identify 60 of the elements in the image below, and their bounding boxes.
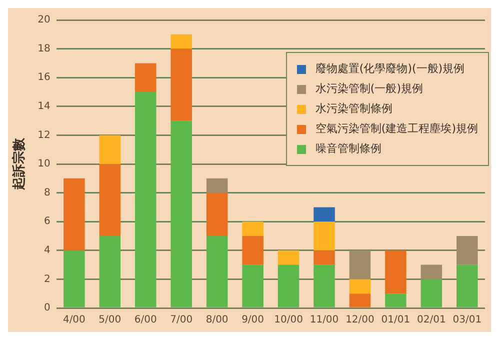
y-tick-label: 2 [44,274,50,285]
x-tick-label: 7/00 [170,314,193,326]
bar [420,279,442,308]
y-tick-label: 6 [44,216,50,228]
bar [206,178,228,193]
legend-label: 空氣污染管制(建造工程塵埃)規例 [315,121,478,137]
bar [242,222,264,236]
y-tick-label: 14 [38,100,50,112]
legend-label: 噪音管制條例 [315,141,382,157]
x-tick-label: 9/00 [242,314,264,326]
bar [385,294,406,308]
bar [278,250,300,265]
bar [64,178,85,250]
x-tick-label: 12/00 [346,314,374,326]
bar [314,264,335,308]
x-tick-label: 03/01 [452,314,482,326]
y-tick-label: 16 [38,72,50,84]
bar [135,92,156,308]
y-tick-label: 8 [44,187,50,198]
bar [242,264,264,308]
y-tick-label: 0 [44,302,50,314]
y-axis-title: 起訴宗數 [11,137,28,191]
y-tick-label: 20 [38,14,50,26]
y-tick-label: 10 [38,158,50,170]
bar [170,34,192,49]
bar [314,207,335,222]
bar [206,236,228,308]
x-tick-label: 6/00 [134,314,157,326]
x-tick-label: 01/01 [381,314,410,326]
bar [420,264,442,280]
legend-label: 水污染管制條例 [315,101,392,117]
bar [99,236,121,308]
bar [349,250,371,280]
x-tick-label: 02/01 [417,314,446,326]
x-tick-label: 10/00 [274,314,303,326]
bar [135,63,156,92]
bar [99,164,121,236]
bar [64,250,85,308]
bar [456,264,478,308]
y-tick-label: 4 [44,244,50,256]
y-tick-label: 12 [38,130,50,141]
bar [456,236,478,265]
legend-label: 廢物處置(化學廢物)(一般)規例 [315,61,465,77]
bar [278,264,300,308]
x-tick-label: 8/00 [206,314,228,326]
bar [242,236,264,265]
bar [99,135,121,164]
bar [349,279,371,294]
bar [349,294,371,308]
bar [170,48,192,121]
y-tick-label: 18 [38,43,50,54]
bar [206,192,228,236]
bar [385,250,406,294]
x-tick-label: 4/00 [62,314,86,326]
x-tick-label: 11/00 [310,314,339,326]
bar [170,120,192,308]
bar [314,250,335,265]
legend-label: 水污染管制(一般)規例 [315,81,423,97]
x-tick-label: 5/00 [98,314,122,326]
bar [314,222,335,250]
